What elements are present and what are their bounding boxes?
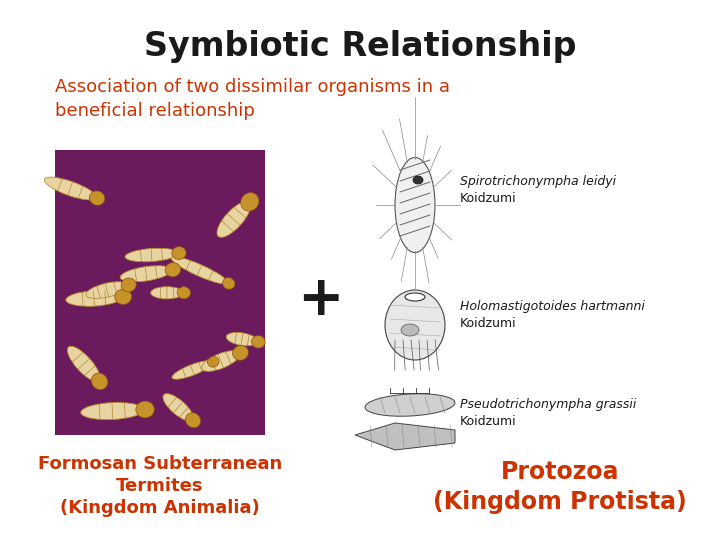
Ellipse shape [217, 201, 251, 237]
Ellipse shape [186, 413, 201, 428]
Text: Koidzumi: Koidzumi [460, 317, 517, 330]
Ellipse shape [86, 282, 128, 299]
Text: Protozoa
(Kingdom Protista): Protozoa (Kingdom Protista) [433, 460, 687, 514]
Text: Holomastigotoides hartmanni: Holomastigotoides hartmanni [460, 300, 645, 313]
Ellipse shape [226, 333, 258, 346]
Ellipse shape [136, 401, 154, 418]
Ellipse shape [207, 356, 219, 367]
Bar [55, 150, 265, 435]
Ellipse shape [202, 350, 240, 372]
Polygon shape [355, 423, 455, 450]
Ellipse shape [68, 346, 100, 381]
Ellipse shape [165, 262, 181, 277]
Ellipse shape [125, 248, 178, 262]
Ellipse shape [89, 191, 105, 205]
Ellipse shape [222, 278, 235, 289]
Ellipse shape [114, 289, 132, 305]
Ellipse shape [81, 402, 144, 420]
Text: +: + [297, 273, 343, 327]
Ellipse shape [405, 293, 425, 301]
Ellipse shape [45, 177, 96, 200]
Ellipse shape [150, 287, 183, 299]
Ellipse shape [91, 373, 108, 390]
Ellipse shape [66, 291, 122, 306]
Text: Pseudotrichonympha grassii: Pseudotrichonympha grassii [460, 398, 636, 411]
Ellipse shape [171, 256, 228, 284]
Ellipse shape [365, 394, 455, 416]
Ellipse shape [120, 266, 172, 282]
Ellipse shape [177, 287, 191, 299]
Ellipse shape [385, 290, 445, 360]
Ellipse shape [251, 335, 265, 348]
Text: Koidzumi: Koidzumi [460, 192, 517, 205]
Ellipse shape [163, 394, 193, 421]
Ellipse shape [172, 361, 212, 379]
Ellipse shape [172, 247, 186, 260]
Ellipse shape [240, 193, 259, 211]
Ellipse shape [401, 324, 419, 336]
Text: Symbiotic Relationship: Symbiotic Relationship [144, 30, 576, 63]
Ellipse shape [121, 278, 136, 292]
Text: Association of two dissimilar organisms in a
beneficial relationship: Association of two dissimilar organisms … [55, 78, 450, 119]
Ellipse shape [395, 158, 435, 253]
Text: Koidzumi: Koidzumi [460, 415, 517, 428]
Text: Formosan Subterranean
Termites
(Kingdom Animalia): Formosan Subterranean Termites (Kingdom … [38, 455, 282, 517]
Ellipse shape [413, 176, 423, 184]
Text: Spirotrichonympha leidyi: Spirotrichonympha leidyi [460, 175, 616, 188]
Ellipse shape [233, 346, 248, 360]
